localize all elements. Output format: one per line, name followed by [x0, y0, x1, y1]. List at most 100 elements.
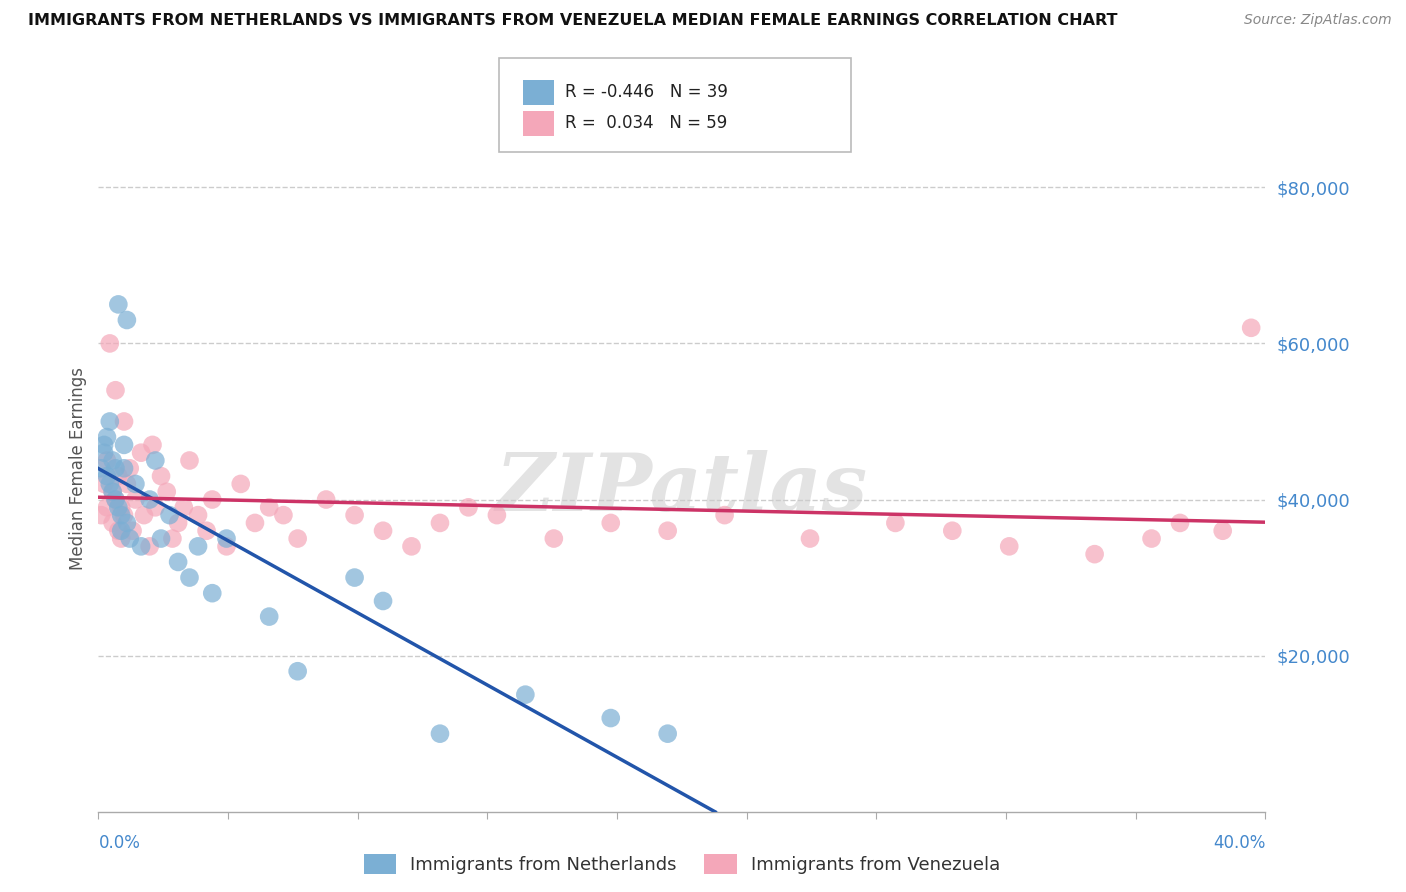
Point: [96, 430, 118, 444]
Text: ZIPatlas: ZIPatlas: [496, 450, 868, 528]
Point: [343, 508, 366, 523]
Point: [93, 438, 115, 452]
Point: [104, 384, 127, 398]
Point: [138, 492, 160, 507]
Point: [998, 539, 1021, 553]
Point: [657, 726, 679, 740]
Point: [1084, 547, 1107, 561]
Point: [98, 336, 121, 351]
Point: [179, 453, 201, 467]
Point: [101, 484, 124, 499]
Point: [110, 524, 132, 538]
Text: Source: ZipAtlas.com: Source: ZipAtlas.com: [1244, 13, 1392, 28]
Point: [156, 484, 179, 499]
Point: [257, 500, 280, 515]
Point: [138, 539, 160, 553]
Point: [599, 516, 621, 530]
Point: [273, 508, 295, 523]
Point: [115, 516, 138, 530]
Point: [215, 532, 238, 546]
Point: [1168, 516, 1191, 530]
Point: [129, 445, 152, 460]
Point: [485, 508, 508, 523]
Point: [243, 516, 266, 530]
Point: [543, 532, 565, 546]
Point: [107, 469, 129, 483]
Point: [457, 500, 479, 515]
Point: [104, 461, 127, 475]
Point: [150, 532, 173, 546]
Y-axis label: Median Female Earnings: Median Female Earnings: [69, 367, 87, 570]
Point: [101, 453, 124, 467]
Point: [229, 476, 252, 491]
Point: [215, 539, 238, 553]
Point: [104, 492, 127, 507]
Point: [112, 414, 135, 429]
Point: [401, 539, 423, 553]
Point: [287, 532, 309, 546]
Text: R =  0.034   N = 59: R = 0.034 N = 59: [565, 114, 727, 132]
Point: [115, 313, 138, 327]
Point: [143, 453, 166, 467]
Point: [129, 539, 152, 553]
Point: [884, 516, 907, 530]
Point: [599, 711, 621, 725]
Point: [121, 524, 143, 538]
Point: [173, 500, 195, 515]
Point: [167, 555, 190, 569]
Point: [96, 453, 118, 467]
Point: [657, 524, 679, 538]
Point: [132, 508, 155, 523]
Point: [141, 438, 163, 452]
Point: [93, 445, 115, 460]
Point: [104, 492, 127, 507]
Point: [713, 508, 735, 523]
Point: [343, 571, 366, 585]
Point: [1212, 524, 1234, 538]
Text: 0.0%: 0.0%: [98, 834, 141, 852]
Point: [96, 469, 118, 483]
Point: [179, 571, 201, 585]
Point: [195, 524, 218, 538]
Text: R = -0.446   N = 39: R = -0.446 N = 39: [565, 83, 728, 101]
Point: [187, 539, 209, 553]
Point: [124, 492, 146, 507]
Point: [112, 461, 135, 475]
Point: [150, 469, 173, 483]
Point: [429, 726, 451, 740]
Text: 40.0%: 40.0%: [1213, 834, 1265, 852]
Legend: Immigrants from Netherlands, Immigrants from Venezuela: Immigrants from Netherlands, Immigrants …: [356, 847, 1008, 881]
Point: [101, 484, 124, 499]
Point: [159, 508, 181, 523]
Point: [429, 516, 451, 530]
Point: [107, 297, 129, 311]
Point: [941, 524, 963, 538]
Point: [187, 508, 209, 523]
Point: [110, 500, 132, 515]
Point: [98, 476, 121, 491]
Point: [371, 524, 394, 538]
Point: [799, 532, 821, 546]
Point: [90, 461, 112, 475]
Point: [371, 594, 394, 608]
Point: [110, 508, 132, 523]
Point: [107, 524, 129, 538]
Point: [1140, 532, 1163, 546]
Point: [143, 500, 166, 515]
Point: [110, 532, 132, 546]
Point: [112, 508, 135, 523]
Point: [287, 664, 309, 678]
Point: [118, 532, 141, 546]
Point: [315, 492, 337, 507]
Point: [515, 688, 537, 702]
Point: [98, 414, 121, 429]
Point: [167, 516, 190, 530]
Point: [162, 532, 184, 546]
Text: IMMIGRANTS FROM NETHERLANDS VS IMMIGRANTS FROM VENEZUELA MEDIAN FEMALE EARNINGS : IMMIGRANTS FROM NETHERLANDS VS IMMIGRANT…: [28, 13, 1118, 29]
Point: [115, 476, 138, 491]
Point: [201, 586, 224, 600]
Point: [90, 508, 112, 523]
Point: [201, 492, 224, 507]
Point: [112, 438, 135, 452]
Point: [118, 461, 141, 475]
